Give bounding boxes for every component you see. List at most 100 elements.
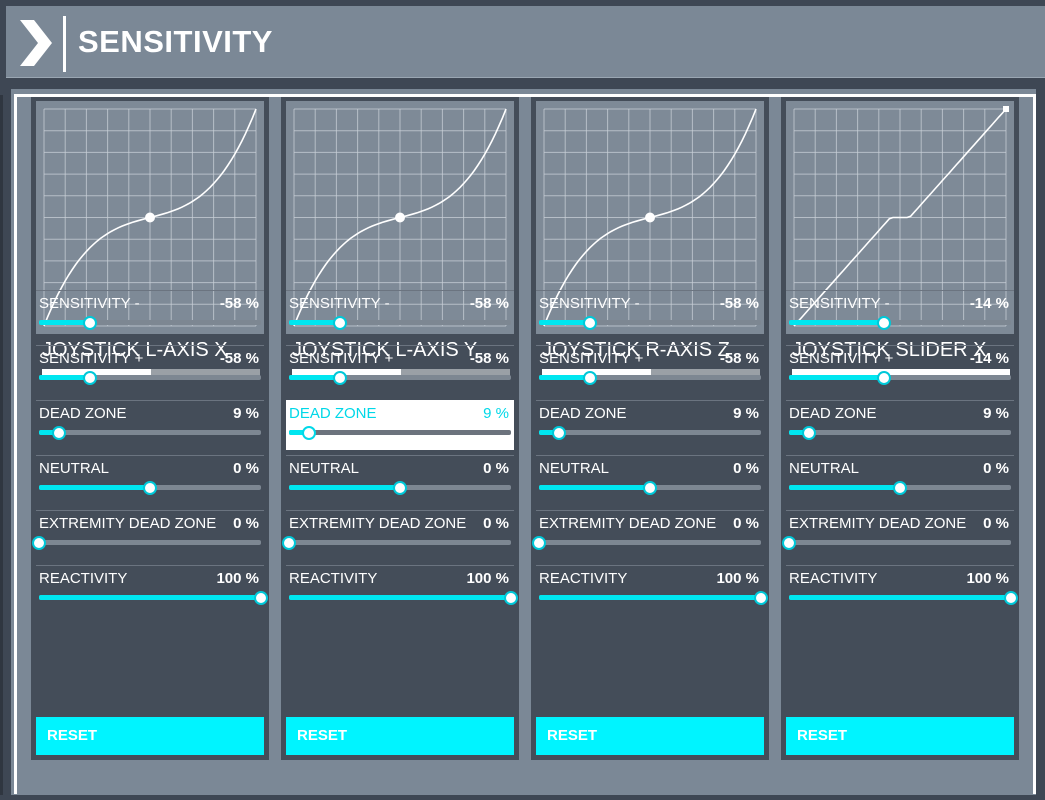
reset-button[interactable]: RESET	[286, 717, 514, 755]
setting-label: SENSITIVITY -	[289, 295, 390, 312]
setting-row-extremity-dead-zone[interactable]: EXTREMITY DEAD ZONE 0 %	[32, 510, 264, 560]
setting-label: EXTREMITY DEAD ZONE	[39, 515, 217, 532]
setting-row-dead-zone[interactable]: DEAD ZONE 9 %	[786, 400, 1014, 450]
slider-handle[interactable]	[83, 316, 98, 330]
slider-track[interactable]	[539, 540, 761, 545]
curve-end-point	[1003, 106, 1009, 112]
setting-value: 9 %	[733, 405, 759, 422]
setting-row-neutral[interactable]: NEUTRAL 0 %	[36, 455, 264, 505]
slider-handle[interactable]	[393, 481, 407, 495]
slider-handle[interactable]	[583, 316, 598, 330]
setting-row-dead-zone[interactable]: DEAD ZONE 9 %	[36, 400, 264, 450]
slider-track[interactable]	[539, 595, 761, 600]
setting-label: SENSITIVITY +	[289, 350, 394, 367]
setting-row-dead-zone[interactable]: DEAD ZONE 9 %	[286, 400, 514, 450]
setting-row-neutral[interactable]: NEUTRAL 0 %	[286, 455, 514, 505]
slider-track[interactable]	[539, 430, 761, 435]
setting-label: EXTREMITY DEAD ZONE	[289, 515, 467, 532]
slider-handle[interactable]	[754, 591, 768, 605]
slider-handle[interactable]	[282, 536, 296, 550]
setting-value: -14 %	[969, 350, 1009, 367]
slider-handle[interactable]	[333, 371, 348, 385]
setting-row-sensitivity[interactable]: SENSITIVITY - -58 %	[286, 290, 514, 340]
slider-handle[interactable]	[143, 481, 157, 495]
slider-fill	[289, 595, 511, 600]
setting-row-sensitivity[interactable]: SENSITIVITY - -58 %	[536, 290, 764, 340]
slider-track[interactable]	[289, 540, 511, 545]
axis-column: JOYSTICK L-AXIS X SENSITIVITY - -58 % SENSI…	[31, 97, 269, 760]
setting-value: -58 %	[719, 295, 759, 312]
slider-handle[interactable]	[877, 371, 892, 385]
slider-handle[interactable]	[583, 371, 598, 385]
slider-handle[interactable]	[532, 536, 546, 550]
setting-value: -58 %	[219, 295, 259, 312]
reset-button[interactable]: RESET	[536, 717, 764, 755]
slider-track[interactable]	[539, 375, 761, 380]
setting-row-neutral[interactable]: NEUTRAL 0 %	[536, 455, 764, 505]
slider-track[interactable]	[39, 540, 261, 545]
slider-handle[interactable]	[877, 316, 892, 330]
slider-handle[interactable]	[504, 591, 518, 605]
setting-row-sensitivity[interactable]: SENSITIVITY + -58 %	[536, 345, 764, 395]
slider-fill	[539, 485, 650, 490]
setting-row-neutral[interactable]: NEUTRAL 0 %	[786, 455, 1014, 505]
slider-handle[interactable]	[254, 591, 268, 605]
setting-row-dead-zone[interactable]: DEAD ZONE 9 %	[536, 400, 764, 450]
response-curve-graph[interactable]	[536, 101, 764, 334]
response-curve-graph[interactable]	[786, 101, 1014, 334]
slider-track[interactable]	[39, 375, 261, 380]
setting-value: 100 %	[716, 570, 759, 587]
setting-row-reactivity[interactable]: REACTIVITY 100 %	[786, 565, 1018, 615]
response-curve-graph[interactable]	[36, 101, 264, 334]
setting-row-sensitivity[interactable]: SENSITIVITY - -58 %	[36, 290, 264, 340]
setting-row-reactivity[interactable]: REACTIVITY 100 %	[36, 565, 268, 615]
axis-input-fill	[542, 369, 651, 378]
slider-handle[interactable]	[801, 426, 816, 440]
slider-fill	[789, 320, 885, 325]
slider-handle[interactable]	[893, 481, 907, 495]
slider-track[interactable]	[789, 540, 1011, 545]
slider-handle[interactable]	[83, 371, 98, 385]
setting-row-extremity-dead-zone[interactable]: EXTREMITY DEAD ZONE 0 %	[532, 510, 764, 560]
setting-row-extremity-dead-zone[interactable]: EXTREMITY DEAD ZONE 0 %	[782, 510, 1014, 560]
slider-handle[interactable]	[551, 426, 566, 440]
response-curve-graph[interactable]	[286, 101, 514, 334]
slider-handle[interactable]	[643, 481, 657, 495]
slider-track[interactable]	[289, 375, 511, 380]
slider-track[interactable]	[789, 595, 1011, 600]
setting-label: SENSITIVITY +	[539, 350, 644, 367]
slider-handle[interactable]	[333, 316, 348, 330]
reset-button[interactable]: RESET	[36, 717, 264, 755]
slider-track[interactable]	[789, 320, 1011, 325]
setting-row-sensitivity[interactable]: SENSITIVITY - -14 %	[786, 290, 1014, 340]
slider-handle[interactable]	[32, 536, 46, 550]
slider-track[interactable]	[39, 320, 261, 325]
slider-track[interactable]	[539, 320, 761, 325]
slider-fill	[789, 430, 809, 435]
setting-row-reactivity[interactable]: REACTIVITY 100 %	[536, 565, 768, 615]
slider-handle[interactable]	[1004, 591, 1018, 605]
slider-handle[interactable]	[51, 426, 66, 440]
setting-row-sensitivity[interactable]: SENSITIVITY + -58 %	[36, 345, 264, 395]
setting-label: REACTIVITY	[539, 570, 628, 587]
setting-row-sensitivity[interactable]: SENSITIVITY + -58 %	[286, 345, 514, 395]
chevron-right-icon	[20, 20, 52, 66]
slider-handle[interactable]	[782, 536, 796, 550]
slider-track[interactable]	[39, 430, 261, 435]
slider-track[interactable]	[789, 375, 1011, 380]
slider-track[interactable]	[789, 430, 1011, 435]
setting-value: -58 %	[219, 350, 259, 367]
slider-track[interactable]	[289, 430, 511, 435]
slider-track[interactable]	[289, 320, 511, 325]
setting-row-reactivity[interactable]: REACTIVITY 100 %	[286, 565, 518, 615]
setting-row-sensitivity[interactable]: SENSITIVITY + -14 %	[786, 345, 1014, 395]
row-divider	[286, 290, 514, 291]
setting-label: EXTREMITY DEAD ZONE	[539, 515, 717, 532]
reset-button[interactable]: RESET	[786, 717, 1014, 755]
row-divider	[786, 345, 1014, 346]
slider-fill	[539, 595, 761, 600]
slider-handle[interactable]	[301, 426, 316, 440]
slider-track[interactable]	[289, 595, 511, 600]
slider-track[interactable]	[39, 595, 261, 600]
setting-row-extremity-dead-zone[interactable]: EXTREMITY DEAD ZONE 0 %	[282, 510, 514, 560]
